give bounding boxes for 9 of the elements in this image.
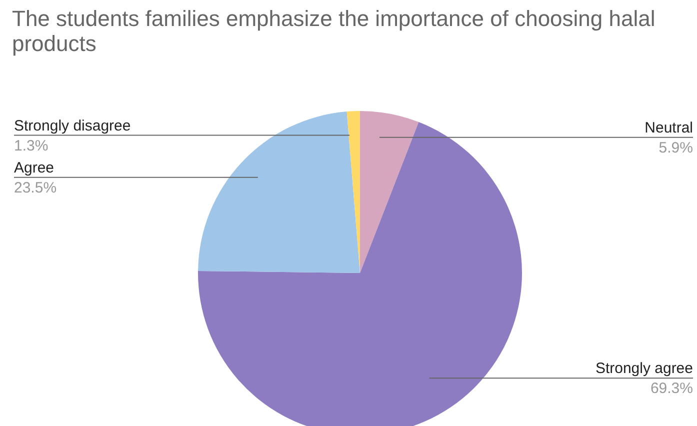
data-label: 69.3% (650, 380, 693, 398)
slice-label: Neutral (644, 119, 693, 136)
slice-label: Strongly disagree (14, 117, 131, 134)
slice-label: Strongly agree (595, 360, 693, 378)
chart-title: The students families emphasize the importance of choosing halal products (12, 6, 656, 56)
data-label: 5.9% (658, 139, 693, 156)
data-label: 23.5% (14, 179, 57, 196)
data-label: 1.3% (14, 137, 48, 154)
slice-label: Agree (14, 159, 54, 176)
